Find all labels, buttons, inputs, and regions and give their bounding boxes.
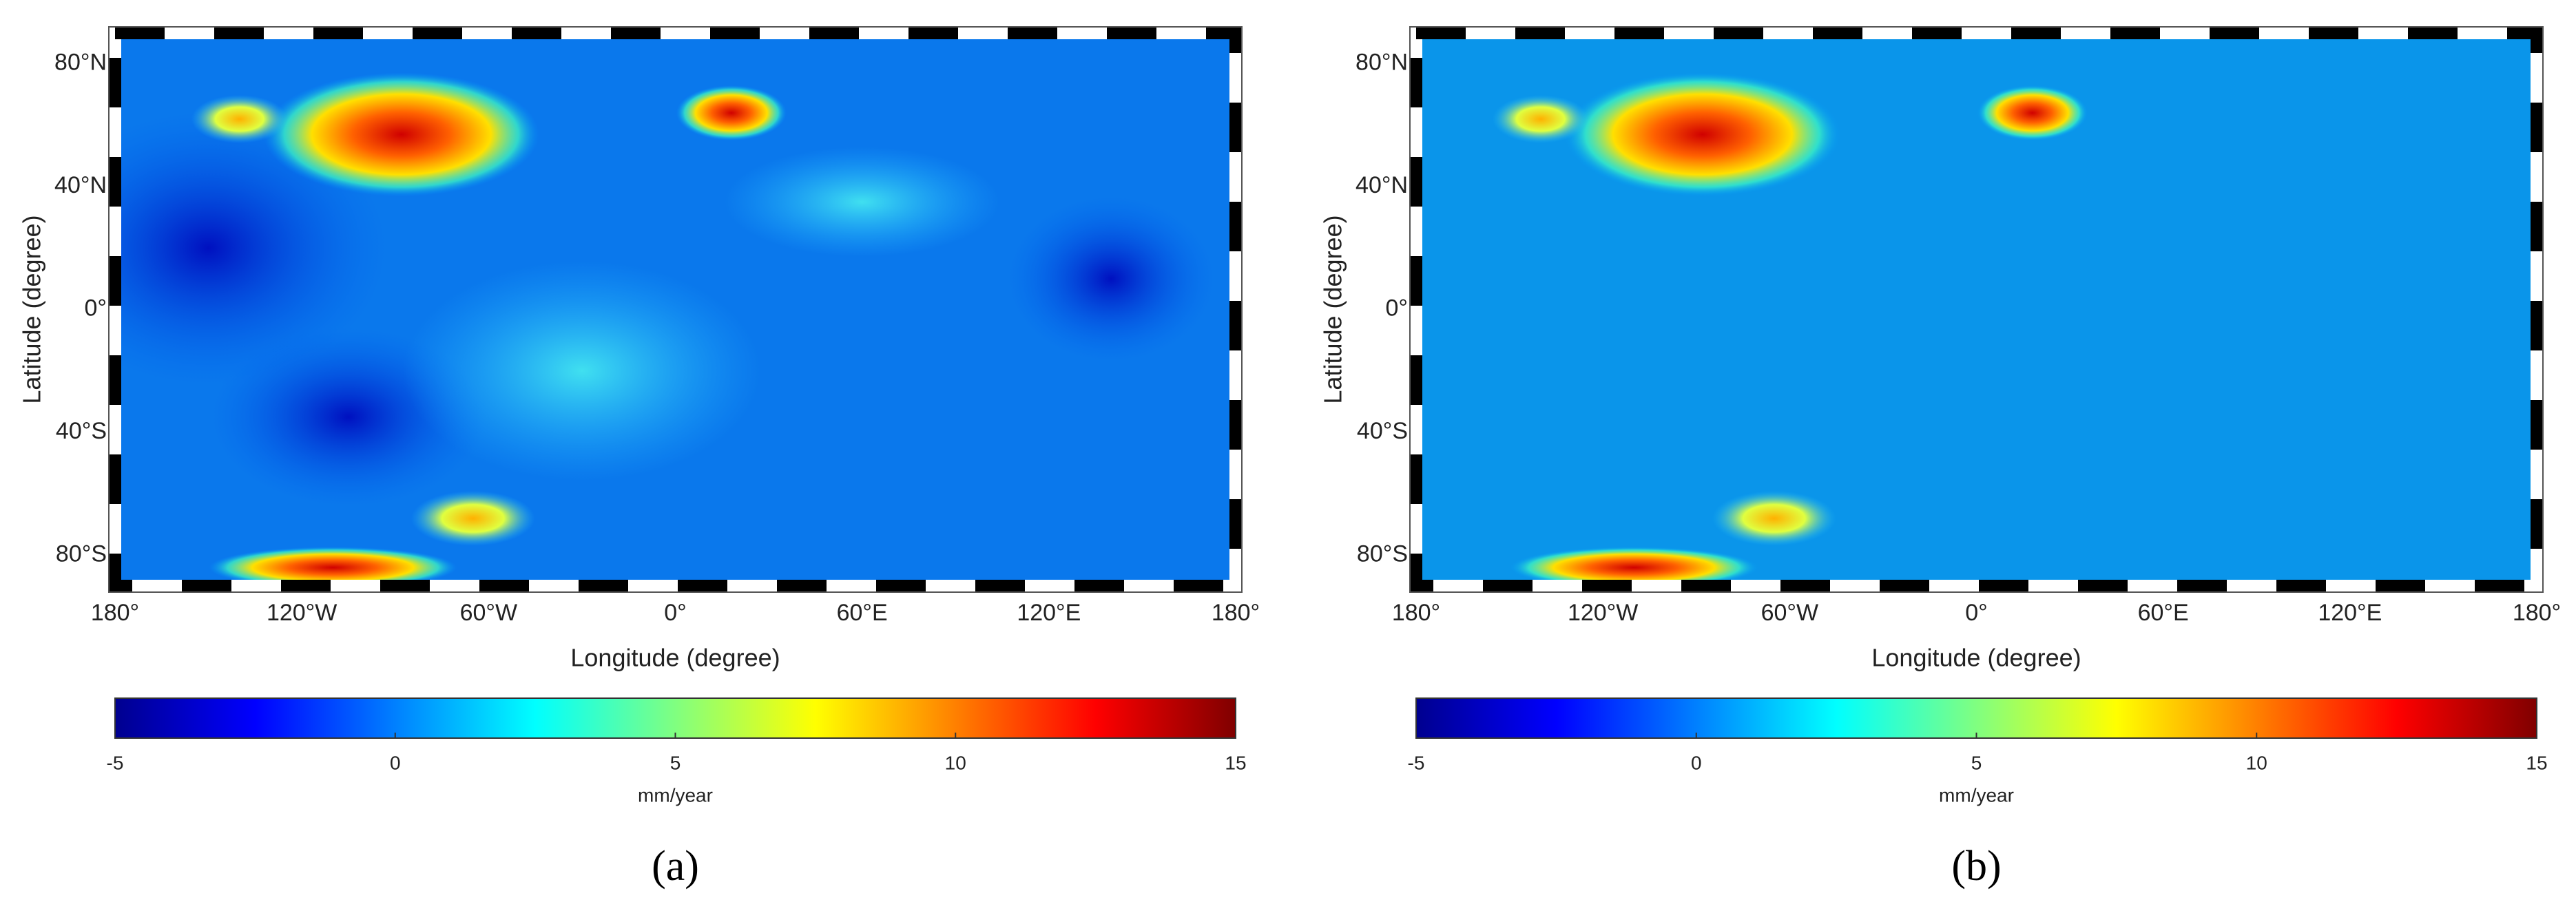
y-tick-label: 80°N bbox=[1355, 50, 1408, 76]
field-anomaly bbox=[1712, 490, 1836, 546]
colorbar-tick-label: 5 bbox=[670, 752, 681, 773]
colorbar-label: mm/year bbox=[1939, 784, 2014, 806]
y-tick-label: 0° bbox=[84, 295, 107, 321]
colorbar-tick-label: 15 bbox=[2526, 752, 2547, 773]
x-tick-label: 180° bbox=[1392, 600, 1440, 626]
field-anomaly bbox=[1564, 72, 1840, 197]
x-tick-label: 120°E bbox=[2318, 600, 2382, 626]
field-anomaly bbox=[724, 147, 1000, 258]
x-axis-label: Longitude (degree) bbox=[570, 644, 780, 672]
x-axis-label: Longitude (degree) bbox=[1871, 644, 2081, 672]
frame-black bbox=[1410, 27, 2543, 592]
x-tick-label: 60°W bbox=[460, 600, 518, 626]
panel-label: (a) bbox=[652, 843, 699, 890]
x-tick-label: 120°W bbox=[1568, 600, 1638, 626]
colorbar-tick-label: 10 bbox=[945, 752, 966, 773]
colorbar-tick-label: 5 bbox=[1971, 752, 1982, 773]
field-anomaly bbox=[209, 547, 457, 586]
colorbar-tick-label: 15 bbox=[1225, 752, 1246, 773]
colorbar-tick-label: -5 bbox=[1408, 752, 1425, 773]
x-tick-label: 180° bbox=[2513, 600, 2561, 626]
colorbar bbox=[114, 697, 1236, 739]
y-tick-label: 40°N bbox=[1355, 172, 1408, 198]
panel-label: (b) bbox=[1951, 843, 2001, 890]
x-tick-label: 120°E bbox=[1017, 600, 1081, 626]
x-tick-label: 60°E bbox=[2138, 600, 2189, 626]
field-anomaly bbox=[676, 85, 787, 140]
colorbar-tick-label: 0 bbox=[1691, 752, 1702, 773]
colorbar-tick-label: 0 bbox=[390, 752, 401, 773]
map-field bbox=[1416, 33, 2537, 586]
field-anomaly bbox=[1510, 547, 1758, 586]
field-anomaly bbox=[1008, 196, 1215, 361]
colorbar-label: mm/year bbox=[638, 784, 713, 806]
map-panel: 180° 120°W 60°W 0° 60°E 120°E 180° 80°N 40°N 0° 40… bbox=[18, 26, 1260, 890]
y-axis-label: Latitude (degree) bbox=[18, 215, 46, 403]
x-tick-label: 120°W bbox=[267, 600, 337, 626]
frame-black bbox=[109, 27, 1242, 592]
y-tick-label: 80°S bbox=[56, 541, 107, 567]
x-tick-label: 0° bbox=[1965, 600, 1988, 626]
x-tick-label: 60°E bbox=[837, 600, 888, 626]
x-tick-label: 180° bbox=[91, 600, 139, 626]
field-anomaly bbox=[402, 260, 761, 481]
frame-edge bbox=[1409, 26, 2544, 593]
y-tick-label: 40°S bbox=[56, 418, 107, 444]
field-anomaly bbox=[1492, 94, 1589, 143]
map-field bbox=[115, 33, 1236, 586]
frame-edge bbox=[108, 26, 1243, 593]
y-tick-label: 0° bbox=[1385, 295, 1408, 321]
y-tick-label: 80°S bbox=[1357, 541, 1408, 567]
colorbar-tick-label: 10 bbox=[2246, 752, 2267, 773]
field-anomaly bbox=[263, 72, 539, 197]
y-tick-label: 40°S bbox=[1357, 418, 1408, 444]
colorbar-tick-label: -5 bbox=[107, 752, 124, 773]
y-tick-label: 40°N bbox=[54, 172, 107, 198]
colorbar bbox=[1415, 697, 2537, 739]
field-anomaly bbox=[411, 490, 535, 546]
field-anomaly bbox=[191, 94, 288, 143]
x-tick-label: 0° bbox=[664, 600, 687, 626]
y-tick-label: 80°N bbox=[54, 50, 107, 76]
y-axis-label: Latitude (degree) bbox=[1319, 215, 1347, 403]
x-tick-label: 60°W bbox=[1761, 600, 1819, 626]
map-panel: 180° 120°W 60°W 0° 60°E 120°E 180° 80°N 40°N 0° 40… bbox=[1319, 26, 2561, 890]
x-tick-label: 180° bbox=[1212, 600, 1260, 626]
field-anomaly bbox=[1977, 85, 2088, 140]
